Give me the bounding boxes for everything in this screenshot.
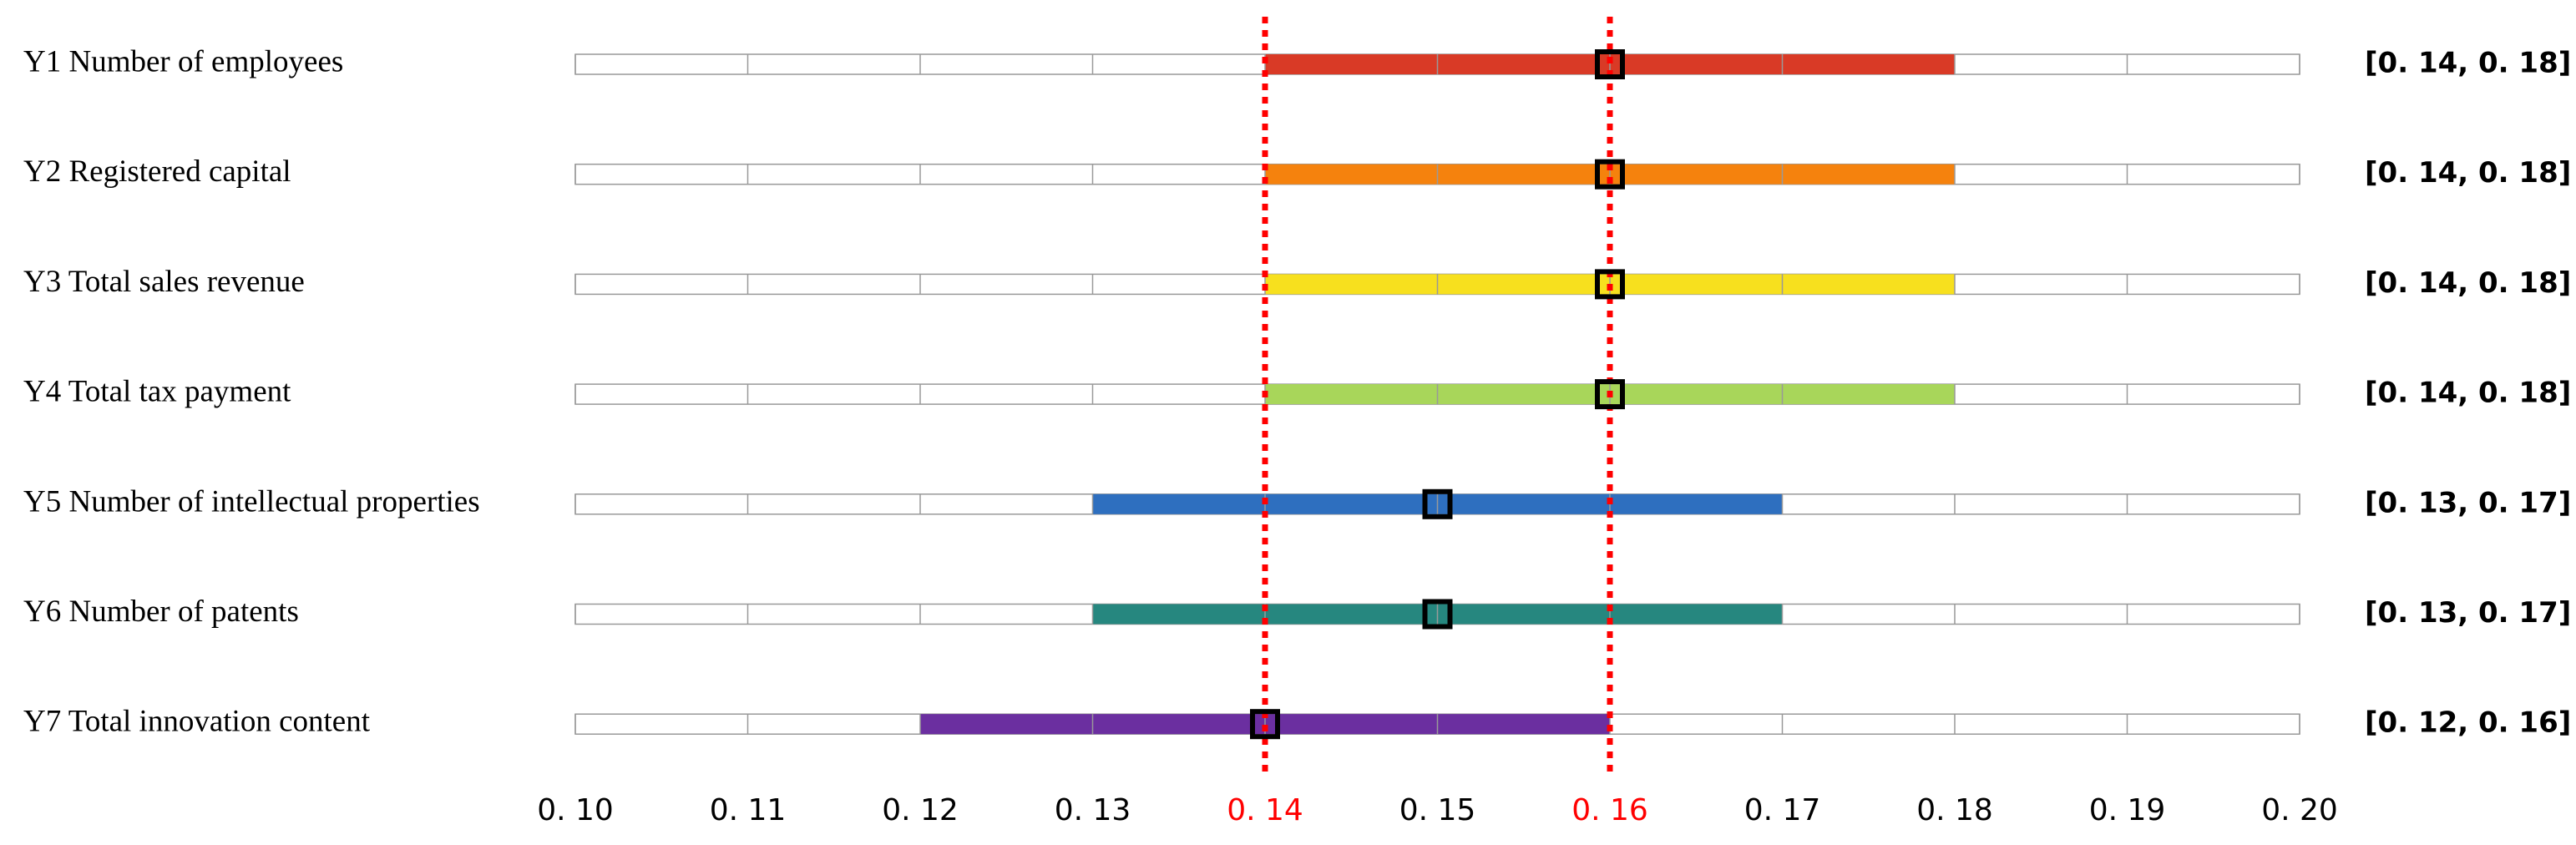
- x-tick-label: 0. 13: [1055, 793, 1131, 827]
- mid-marker: [1595, 269, 1625, 300]
- x-tick-label: 0. 15: [1399, 793, 1476, 827]
- range-label: [0. 13, 0. 17]: [2365, 596, 2571, 630]
- category-label: Y5 Number of intellectual properties: [23, 484, 480, 519]
- x-tick-label: 0. 17: [1744, 793, 1821, 827]
- x-tick-label: 0. 18: [1916, 793, 1993, 827]
- mid-marker: [1422, 488, 1453, 519]
- range-label: [0. 13, 0. 17]: [2365, 486, 2571, 519]
- category-label: Y1 Number of employees: [23, 44, 343, 78]
- category-label: Y4 Total tax payment: [23, 375, 291, 409]
- x-tick-label: 0. 16: [1571, 793, 1648, 827]
- x-tick-label: 0. 12: [882, 793, 959, 827]
- mid-marker: [1595, 49, 1625, 79]
- range-label: [0. 14, 0. 18]: [2365, 156, 2571, 190]
- x-tick-label: 0. 20: [2261, 793, 2338, 827]
- mid-marker: [1250, 709, 1280, 740]
- mid-marker: [1595, 379, 1625, 410]
- x-tick-label: 0. 14: [1227, 793, 1303, 827]
- x-tick-label: 0. 10: [537, 793, 614, 827]
- category-label: Y6 Number of patents: [23, 595, 299, 629]
- category-label: Y7 Total innovation content: [23, 705, 371, 739]
- range-label: [0. 14, 0. 18]: [2365, 47, 2571, 80]
- category-label: Y2 Registered capital: [23, 154, 291, 189]
- category-label: Y3 Total sales revenue: [23, 265, 305, 299]
- range-label: [0. 14, 0. 18]: [2365, 377, 2571, 410]
- range-label: [0. 14, 0. 18]: [2365, 266, 2571, 300]
- x-tick-label: 0. 19: [2089, 793, 2166, 827]
- range-label: [0. 12, 0. 16]: [2365, 706, 2571, 740]
- x-tick-label: 0. 11: [710, 793, 787, 827]
- mid-marker: [1595, 159, 1625, 190]
- mid-marker: [1422, 599, 1453, 630]
